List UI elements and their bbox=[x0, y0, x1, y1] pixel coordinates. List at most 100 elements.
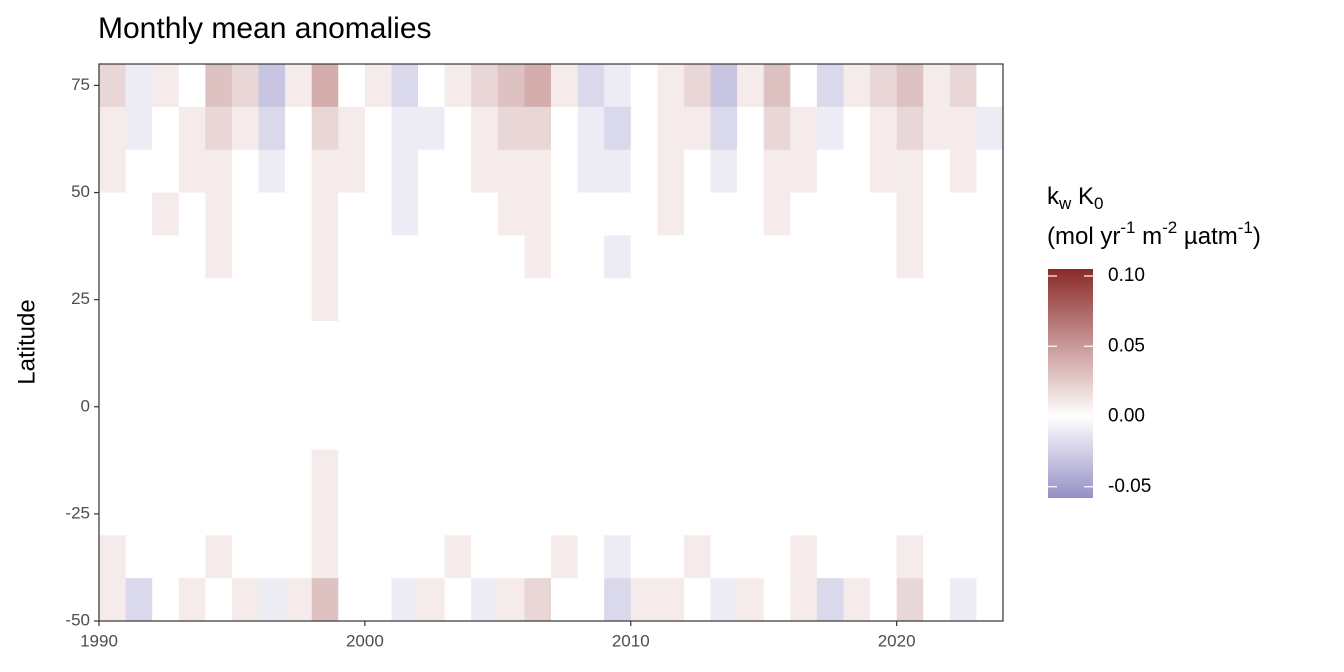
heatmap-cell bbox=[949, 535, 977, 579]
heatmap-cell bbox=[524, 106, 552, 150]
colorbar-tick-label: -0.05 bbox=[1108, 476, 1151, 497]
heatmap-cell bbox=[949, 492, 977, 536]
heatmap-cell bbox=[976, 321, 1004, 365]
heatmap-cell bbox=[178, 492, 206, 536]
heatmap-cell bbox=[790, 106, 818, 150]
heatmap-cell bbox=[311, 535, 339, 579]
heatmap-cell bbox=[843, 492, 871, 536]
heatmap-cell bbox=[152, 278, 180, 322]
heatmap-cell bbox=[311, 449, 339, 493]
heatmap-cell bbox=[816, 192, 844, 236]
heatmap-cell bbox=[816, 535, 844, 579]
heatmap-cell bbox=[683, 406, 711, 450]
heatmap-cell bbox=[604, 492, 632, 536]
heatmap-cell bbox=[152, 192, 180, 236]
heatmap-cell bbox=[391, 449, 419, 493]
heatmap-cell bbox=[205, 578, 233, 622]
heatmap-cell bbox=[178, 235, 206, 279]
heatmap-cell bbox=[497, 149, 525, 193]
heatmap-cell bbox=[338, 235, 366, 279]
heatmap-cell bbox=[604, 64, 632, 108]
colorbar-title-part: -2 bbox=[1162, 218, 1177, 237]
heatmap-cell bbox=[923, 363, 951, 408]
heatmap-cell bbox=[737, 492, 765, 536]
colorbar-title-part: K bbox=[1071, 183, 1094, 210]
heatmap-cell bbox=[604, 278, 632, 322]
panel-border bbox=[98, 63, 1004, 622]
heatmap-cell bbox=[710, 149, 738, 193]
heatmap-cell bbox=[285, 578, 313, 622]
heatmap-cell bbox=[99, 321, 126, 365]
heatmap-cell bbox=[258, 449, 286, 493]
heatmap-cell bbox=[710, 106, 738, 150]
heatmap-cell bbox=[870, 149, 897, 193]
heatmap-cell bbox=[896, 363, 924, 408]
heatmap-cell bbox=[577, 149, 605, 193]
colorbar-tick-label: 0.05 bbox=[1108, 335, 1145, 356]
heatmap-cell bbox=[604, 449, 632, 493]
x-tick-label: 2010 bbox=[612, 631, 650, 650]
heatmap-cell bbox=[896, 321, 924, 365]
heatmap-cell bbox=[231, 321, 259, 365]
heatmap-cell bbox=[205, 363, 233, 408]
heatmap-cell bbox=[178, 64, 206, 108]
heatmap-cell bbox=[843, 406, 871, 450]
heatmap-cell bbox=[683, 321, 711, 365]
heatmap-cell bbox=[418, 578, 445, 622]
heatmap-cell bbox=[683, 192, 711, 236]
heatmap-cell bbox=[870, 363, 897, 408]
heatmap-cell bbox=[364, 64, 392, 108]
heatmap-cell bbox=[444, 235, 472, 279]
heatmap-cell bbox=[949, 192, 977, 236]
heatmap-cell bbox=[471, 492, 499, 536]
y-axis-label: Latitude bbox=[13, 299, 40, 384]
y-tick-label: 25 bbox=[71, 289, 90, 308]
heatmap-cell bbox=[683, 535, 711, 579]
heatmap-cell bbox=[152, 492, 180, 536]
heatmap-cell bbox=[391, 106, 419, 150]
heatmap-cell bbox=[683, 149, 711, 193]
heatmap-cell bbox=[923, 64, 951, 108]
heatmap-cell bbox=[843, 235, 871, 279]
heatmap-cell bbox=[551, 535, 578, 579]
colorbar-title-part: µatm bbox=[1177, 223, 1238, 250]
heatmap-cell bbox=[338, 449, 366, 493]
heatmap-cell bbox=[231, 106, 259, 150]
heatmap-cell bbox=[577, 578, 605, 622]
heatmap-cell bbox=[976, 278, 1004, 322]
heatmap-cell bbox=[285, 449, 313, 493]
heatmap-cell bbox=[710, 492, 738, 536]
heatmap-cell bbox=[125, 106, 153, 150]
heatmap-cell bbox=[923, 278, 951, 322]
heatmap-cell bbox=[551, 278, 578, 322]
heatmap bbox=[99, 64, 1004, 622]
colorbar-title: (mol yr-1 m-2 µatm-1) bbox=[1047, 218, 1261, 250]
heatmap-cell bbox=[551, 106, 578, 150]
heatmap-cell bbox=[949, 363, 977, 408]
heatmap-cell bbox=[444, 321, 472, 365]
heatmap-cell bbox=[99, 578, 126, 622]
colorbar-title: kw K0 bbox=[1047, 183, 1103, 213]
heatmap-cell bbox=[896, 406, 924, 450]
heatmap-cell bbox=[391, 363, 419, 408]
colorbar-title-part: -1 bbox=[1120, 218, 1135, 237]
heatmap-cell bbox=[125, 578, 153, 622]
heatmap-cell bbox=[285, 535, 313, 579]
heatmap-cell bbox=[790, 64, 818, 108]
heatmap-cell bbox=[285, 363, 313, 408]
heatmap-cell bbox=[816, 149, 844, 193]
heatmap-cell bbox=[816, 278, 844, 322]
heatmap-cell bbox=[790, 578, 818, 622]
heatmap-cell bbox=[896, 578, 924, 622]
heatmap-cell bbox=[551, 363, 578, 408]
heatmap-cell bbox=[152, 64, 180, 108]
heatmap-cell bbox=[497, 278, 525, 322]
heatmap-cell bbox=[896, 106, 924, 150]
heatmap-cell bbox=[418, 235, 445, 279]
heatmap-cell bbox=[418, 535, 445, 579]
heatmap-cell bbox=[551, 492, 578, 536]
heatmap-cell bbox=[99, 449, 126, 493]
heatmap-cell bbox=[923, 149, 951, 193]
heatmap-cell bbox=[364, 449, 392, 493]
heatmap-cell bbox=[497, 492, 525, 536]
